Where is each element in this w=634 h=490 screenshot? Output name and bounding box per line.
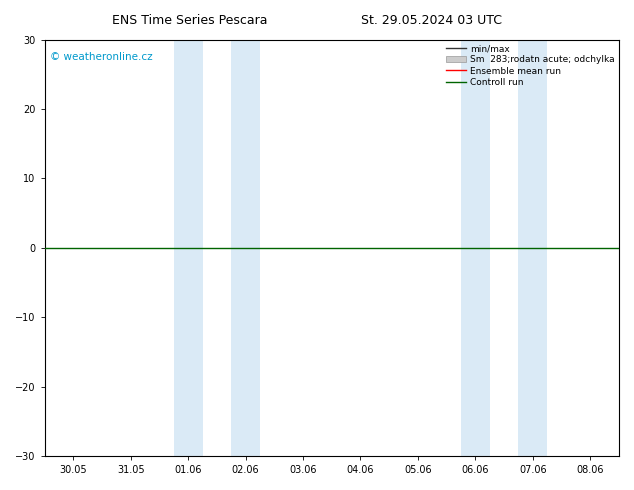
Bar [461, 40, 489, 456]
Bar [519, 40, 547, 456]
Text: © weatheronline.cz: © weatheronline.cz [50, 52, 153, 62]
Bar [174, 40, 202, 456]
Bar [231, 40, 260, 456]
Text: ENS Time Series Pescara: ENS Time Series Pescara [112, 14, 268, 27]
Text: St. 29.05.2024 03 UTC: St. 29.05.2024 03 UTC [361, 14, 501, 27]
Legend: min/max, Sm  283;rodatn acute; odchylka, Ensemble mean run, Controll run: min/max, Sm 283;rodatn acute; odchylka, … [444, 41, 617, 90]
